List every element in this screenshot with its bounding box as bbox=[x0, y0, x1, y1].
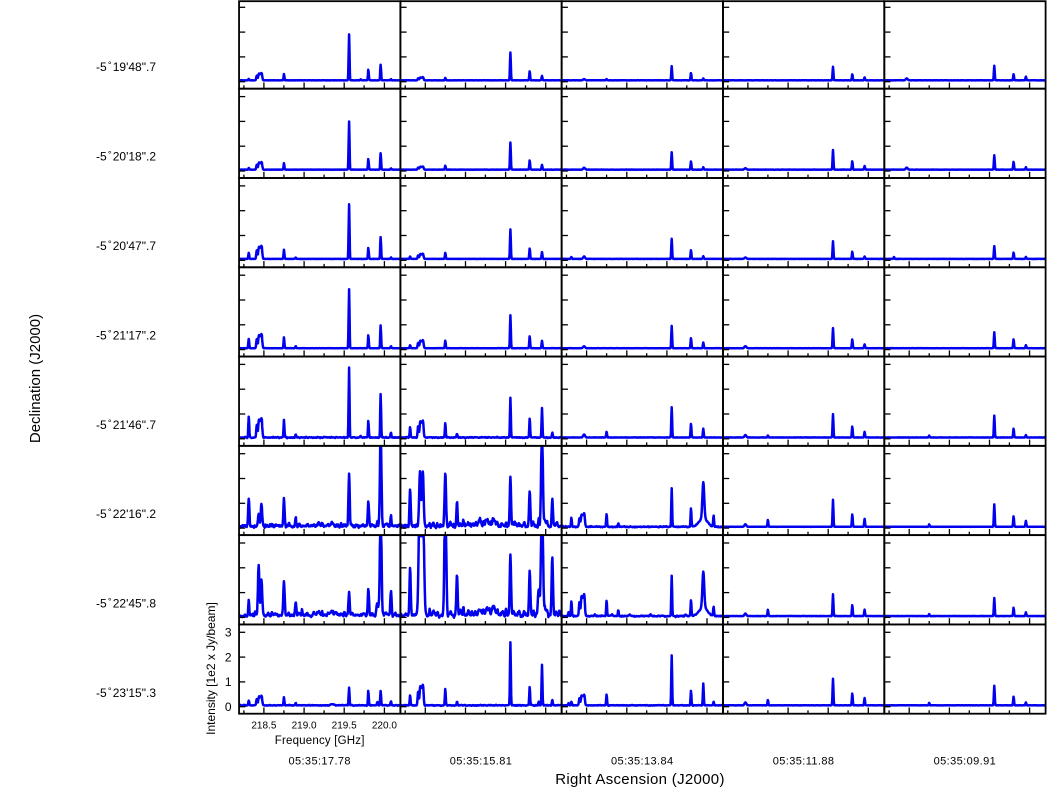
svg-text:Right Ascension (J2000): Right Ascension (J2000) bbox=[555, 771, 725, 788]
svg-text:05:35:15.81: 05:35:15.81 bbox=[450, 755, 513, 767]
svg-text:-5°23'15".3: -5°23'15".3 bbox=[96, 686, 156, 700]
svg-text:219.0: 219.0 bbox=[292, 720, 317, 731]
svg-text:0: 0 bbox=[225, 700, 232, 714]
svg-text:3: 3 bbox=[225, 626, 232, 640]
svg-text:218.5: 218.5 bbox=[251, 720, 276, 731]
svg-text:05:35:17.78: 05:35:17.78 bbox=[288, 755, 351, 767]
svg-text:-5°19'48".7: -5°19'48".7 bbox=[96, 60, 156, 74]
svg-text:-5°22'16".2: -5°22'16".2 bbox=[96, 507, 156, 521]
svg-text:Frequency [GHz]: Frequency [GHz] bbox=[275, 735, 365, 747]
svg-text:-5°22'45".8: -5°22'45".8 bbox=[96, 597, 156, 611]
svg-text:-5°20'47".7: -5°20'47".7 bbox=[96, 239, 156, 253]
svg-text:-5°21'46".7: -5°21'46".7 bbox=[96, 418, 156, 432]
svg-text:219.5: 219.5 bbox=[332, 720, 357, 731]
svg-text:-5°20'18".2: -5°20'18".2 bbox=[96, 149, 156, 163]
svg-text:-5°21'17".2: -5°21'17".2 bbox=[96, 328, 156, 342]
svg-text:05:35:09.91: 05:35:09.91 bbox=[934, 755, 997, 767]
svg-text:Declination (J2000): Declination (J2000) bbox=[27, 314, 44, 443]
svg-text:1: 1 bbox=[225, 675, 232, 689]
svg-text:Intensity [1e2 x Jy/beam]: Intensity [1e2 x Jy/beam] bbox=[204, 602, 218, 735]
svg-text:05:35:13.84: 05:35:13.84 bbox=[611, 755, 674, 767]
svg-text:05:35:11.88: 05:35:11.88 bbox=[773, 755, 835, 767]
svg-text:2: 2 bbox=[225, 650, 232, 664]
svg-text:220.0: 220.0 bbox=[372, 720, 397, 731]
